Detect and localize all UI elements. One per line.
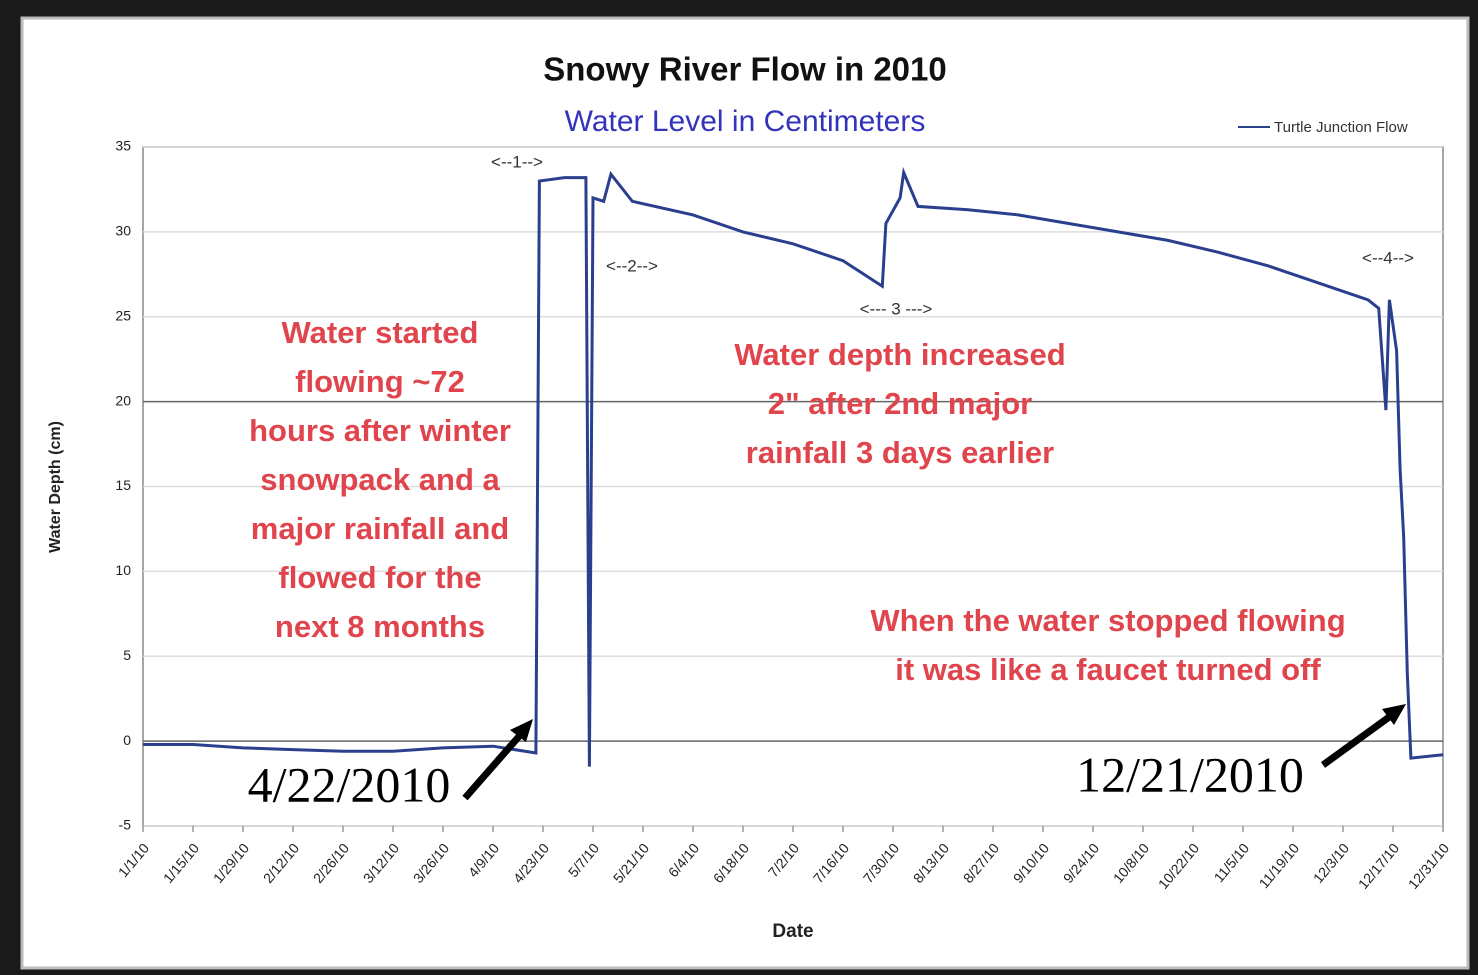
y-tick-label: 30 [115, 223, 131, 239]
annotation: major rainfall and [251, 511, 509, 546]
arrows [462, 704, 1406, 801]
annotation: next 8 months [275, 609, 485, 644]
annotation: flowing ~72 [295, 364, 465, 399]
y-tick-label: 25 [115, 307, 131, 323]
date-callout: 4/22/2010 [248, 756, 451, 812]
arrowhead [510, 719, 533, 742]
data-line [143, 166, 1444, 767]
chart-subtitle: Water Level in Centimeters [565, 105, 926, 138]
y-tick-label: 10 [115, 562, 131, 578]
marker-label: <--4--> [1362, 248, 1414, 267]
annotation: 2" after 2nd major [768, 386, 1033, 421]
annotation: it was like a faucet turned off [895, 652, 1321, 687]
legend-label: Turtle Junction Flow [1274, 119, 1408, 136]
panel [20, 16, 1470, 970]
y-tick-label: 15 [115, 477, 131, 493]
y-tick-label: 0 [123, 732, 131, 748]
arrowhead [1382, 704, 1406, 725]
marker-label: <--- 3 ---> [860, 299, 933, 318]
arrow [462, 730, 525, 801]
x-axis-label: Date [772, 921, 813, 942]
arrow [1320, 712, 1395, 768]
annotation: hours after winter [249, 413, 511, 448]
annotation: flowed for the [278, 560, 481, 595]
y-tick-label: 35 [115, 138, 131, 154]
marker-label: <--1--> [491, 152, 543, 171]
chart-title: Snowy River Flow in 2010 [543, 51, 946, 88]
annotation: When the water stopped flowing [870, 603, 1345, 638]
annotation: Water started [282, 315, 479, 350]
y-tick-label: -5 [119, 817, 132, 833]
annotation: Water depth increased [734, 337, 1065, 372]
y-tick-label: 20 [115, 392, 131, 408]
y-axis-label: Water Depth (cm) [47, 421, 64, 553]
annotation: rainfall 3 days earlier [746, 435, 1054, 470]
date-callout: 12/21/2010 [1076, 746, 1304, 802]
marker-label: <--2--> [606, 256, 658, 275]
annotation: snowpack and a [260, 462, 500, 497]
y-tick-label: 5 [123, 647, 131, 663]
